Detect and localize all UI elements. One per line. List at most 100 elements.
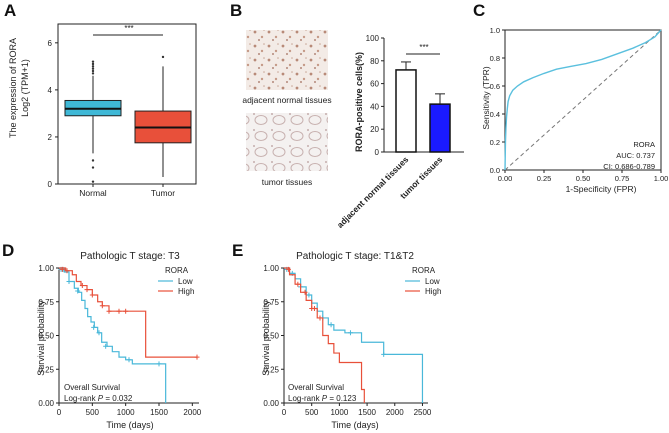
- km-curve-high: [59, 267, 197, 358]
- km-censor-high: [194, 354, 200, 360]
- km-censor-high: [99, 303, 105, 309]
- km-ytick-label: 0.00: [263, 399, 279, 408]
- panel-a-xtick-label: Tumor: [151, 188, 175, 198]
- panel-a-ytick-label: 0: [48, 180, 53, 189]
- panel-b-ytick-label: 80: [370, 57, 379, 66]
- km-ytick-label: 1.00: [263, 264, 279, 273]
- panel-b-ytick-label: 20: [370, 125, 379, 134]
- km-censor-low: [91, 324, 97, 330]
- panel-c-xtick-label: 0.75: [615, 174, 630, 183]
- km-xtick-label: 1000: [117, 408, 135, 417]
- roc-curve: [504, 29, 662, 171]
- km-xtick-label: 2500: [414, 408, 432, 417]
- km-censor-low: [96, 330, 102, 336]
- panel-c-title: RORA: [633, 140, 655, 149]
- km-curve-low: [59, 267, 167, 403]
- panel-c-ytick-label: 0.2: [490, 138, 500, 147]
- panel-e-p-symbol: P: [322, 394, 328, 403]
- km-censor-low: [75, 288, 81, 294]
- km-xtick-label: 2000: [386, 408, 404, 417]
- panel-b-ytick-label: 60: [370, 80, 379, 89]
- panel-letter-a: A: [4, 1, 16, 20]
- panel-e-logrank: Log-rank P = 0.123: [288, 394, 357, 403]
- panel-e-legend-high: High: [425, 287, 441, 296]
- km-ytick-label: 0.50: [38, 332, 54, 341]
- panel-d-legend-high: High: [178, 287, 194, 296]
- km-censor-high: [311, 306, 317, 311]
- panel-b-significance: ***: [419, 43, 428, 52]
- km-xtick-label: 1500: [150, 408, 168, 417]
- panel-c-ytick-label: 1.0: [490, 26, 500, 35]
- km-curve-high: [284, 267, 365, 403]
- km-xtick-label: 0: [57, 408, 62, 417]
- panel-c-ytick-label: 0.4: [490, 110, 500, 119]
- box-outlier: [91, 69, 95, 73]
- km-censor-high: [79, 283, 85, 289]
- panel-c-ytick-label: 0.6: [490, 82, 500, 91]
- panel-e-legend-low: Low: [425, 277, 440, 286]
- km-censor-high: [106, 308, 112, 314]
- box-outlier: [91, 60, 95, 63]
- km-ytick-label: 1.00: [38, 264, 54, 273]
- km-censor-low: [103, 343, 109, 349]
- km-panel-d: 0.00 0.25 0.50 0.75 1.00 0 500 1000 1500 2000: [38, 264, 201, 417]
- km-ytick-label: 0.75: [38, 298, 54, 307]
- panel-e-os-label: Overall Survival: [288, 383, 344, 392]
- km-ytick-label: 0.50: [263, 332, 279, 341]
- km-censor-low: [66, 279, 72, 284]
- panel-c-ytick-label: 0.8: [490, 54, 500, 63]
- panel-d-logrank: Log-rank P = 0.032: [64, 394, 133, 403]
- boxplot-panel-a: 0 2 4 6 Normal Tumor: [48, 23, 197, 198]
- panel-c-diagonal: [504, 29, 662, 171]
- box-outlier: [91, 72, 95, 75]
- box-outlier: [91, 180, 95, 183]
- km-censor-low: [347, 330, 353, 336]
- panel-a-xtick-label: Normal: [79, 188, 107, 198]
- km-panel-e: 0.00 0.25 0.50 0.75 1.00 0 500 1000 1500 2000 2500: [263, 264, 431, 417]
- roc-panel-c: 0.00 0.25 0.50 0.75 1.00 0.0 0.2 0.4 0.6 0.8 1.0: [490, 26, 669, 183]
- panel-d-title: Pathologic T stage: T3: [80, 251, 180, 262]
- panel-e-logrank-text: Log-rank: [288, 394, 322, 403]
- km-censor-low: [126, 357, 132, 363]
- panel-b-ytick-label: 100: [366, 34, 380, 43]
- km-xtick-label: 0: [282, 408, 287, 417]
- panel-c-ytick-label: 0.0: [490, 166, 500, 175]
- panel-letter-d: D: [2, 241, 14, 260]
- km-xtick-label: 1000: [330, 408, 348, 417]
- ihc-image-tumor: [246, 113, 328, 171]
- km-ytick-label: 0.25: [263, 365, 279, 374]
- km-censor-high: [59, 266, 65, 272]
- km-ytick-label: 0.75: [263, 298, 279, 307]
- panel-d-os-label: Overall Survival: [64, 383, 120, 392]
- panel-a-ytick-label: 4: [48, 86, 53, 95]
- panel-e-legend-title: RORA: [412, 266, 436, 275]
- panel-b-ylabel: RORA-positive cells(%): [354, 52, 364, 152]
- panel-a-significance: ***: [124, 24, 133, 33]
- panel-c-xtick-label: 0.25: [537, 174, 552, 183]
- km-xtick-label: 2000: [183, 408, 201, 417]
- box-outlier: [91, 166, 95, 169]
- panel-a-ytick-label: 6: [48, 39, 53, 48]
- box-outlier: [161, 55, 165, 59]
- panel-a-ytick-label: 2: [48, 133, 53, 142]
- km-censor-low: [328, 322, 334, 328]
- panel-a-ylabel-line2: Log2 (TPM+1): [20, 59, 30, 117]
- panel-d-xlabel: Time (days): [106, 420, 153, 430]
- panel-d-legend-title: RORA: [165, 266, 189, 275]
- ihc-image-normal: [246, 30, 328, 90]
- panel-c-xtick-label: 0.00: [498, 174, 513, 183]
- box-outlier: [91, 65, 95, 68]
- panel-b-ytick-label: 0: [375, 148, 380, 157]
- ihc-caption-normal: adjacent normal tissues: [242, 95, 331, 105]
- panel-c-auc: AUC: 0.737: [616, 151, 655, 160]
- ihc-caption-tumor: tumor tissues: [262, 177, 313, 187]
- km-ytick-label: 0.00: [38, 399, 54, 408]
- km-censor-high: [285, 266, 291, 272]
- km-curve-low: [284, 267, 424, 403]
- km-censor-high: [295, 281, 301, 287]
- panel-letter-e: E: [232, 241, 243, 260]
- km-censor-high: [64, 268, 70, 274]
- panel-e-xlabel: Time (days): [331, 420, 378, 430]
- panel-e-p-value: = 0.123: [327, 394, 357, 403]
